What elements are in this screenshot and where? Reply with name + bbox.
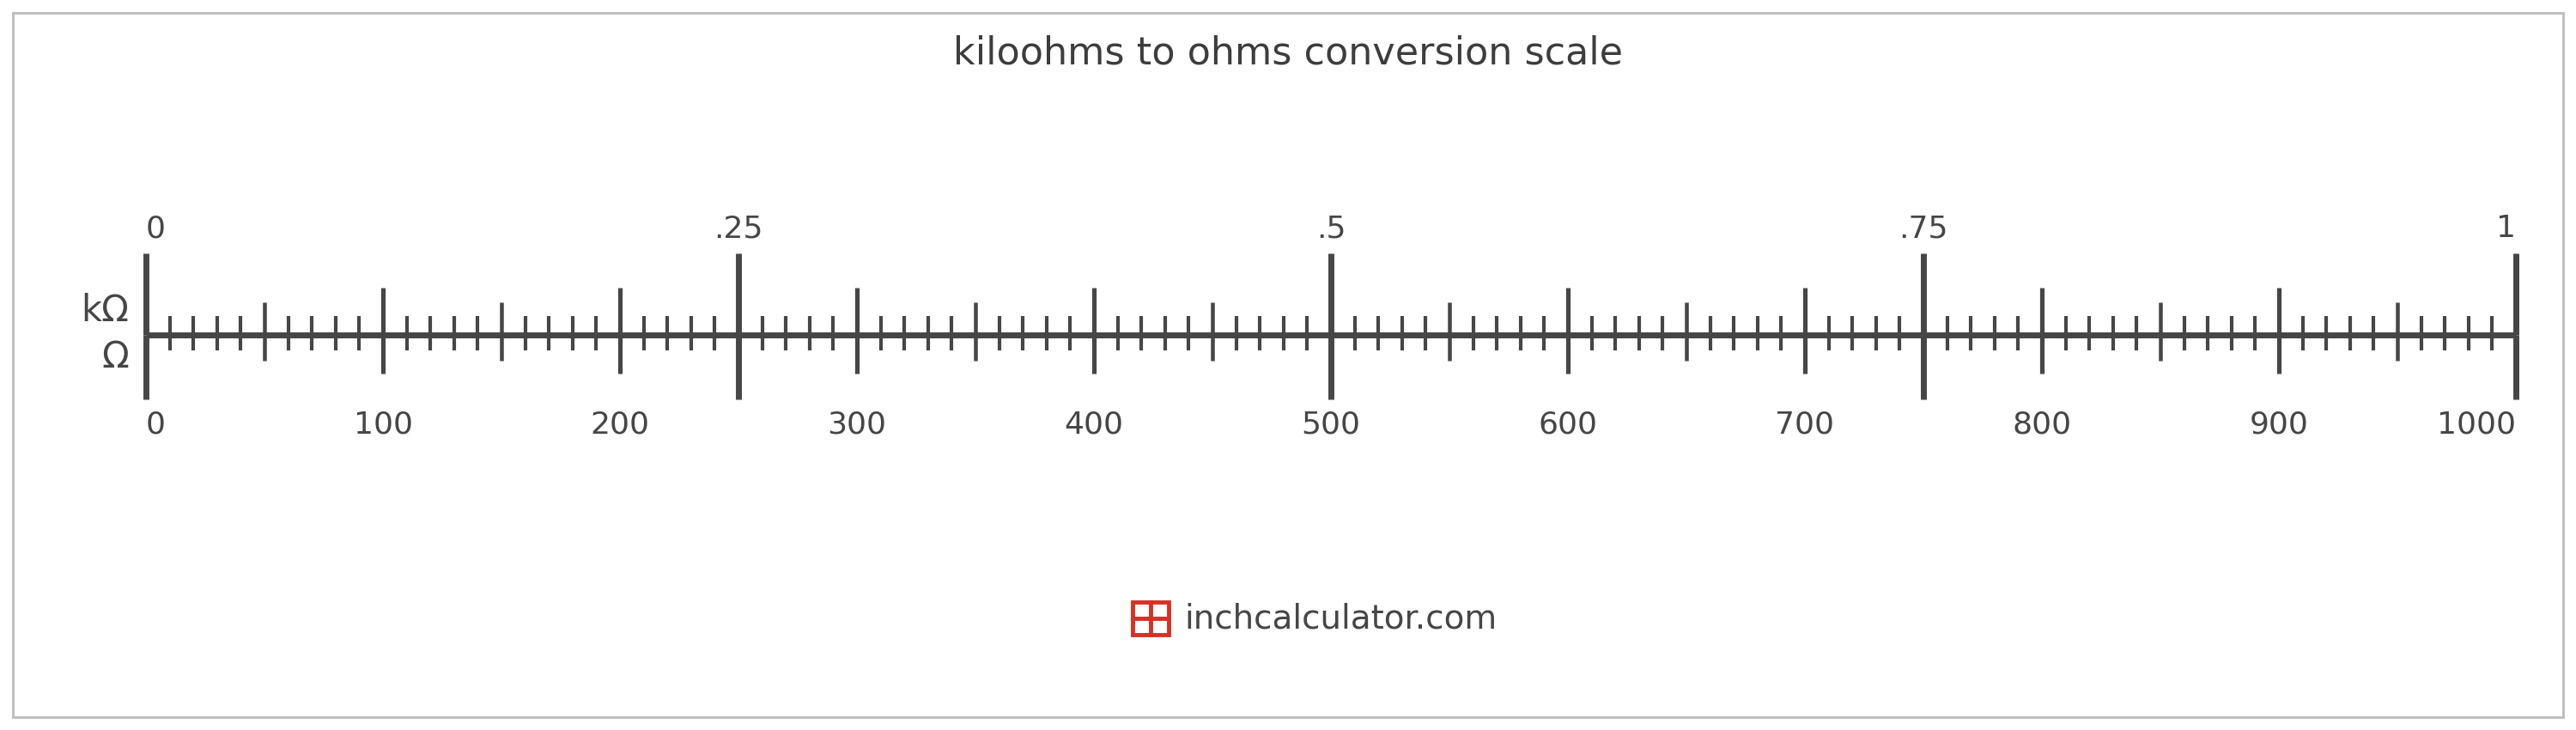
Text: .25: .25 bbox=[714, 214, 762, 243]
Text: 1: 1 bbox=[2496, 214, 2517, 243]
Text: 100: 100 bbox=[353, 410, 412, 439]
Text: 600: 600 bbox=[1538, 410, 1597, 439]
Text: kiloohms to ohms conversion scale: kiloohms to ohms conversion scale bbox=[953, 34, 1623, 72]
Bar bbox=[1133, 602, 1170, 634]
Text: .5: .5 bbox=[1316, 214, 1345, 243]
Text: 200: 200 bbox=[590, 410, 649, 439]
Text: kΩ: kΩ bbox=[80, 293, 129, 328]
Text: Ω: Ω bbox=[100, 339, 129, 375]
Text: 900: 900 bbox=[2249, 410, 2308, 439]
Text: inchcalculator.com: inchcalculator.com bbox=[1185, 602, 1497, 634]
Text: 300: 300 bbox=[827, 410, 886, 439]
Text: 700: 700 bbox=[1775, 410, 1834, 439]
Text: 1000: 1000 bbox=[2437, 410, 2517, 439]
Text: 0: 0 bbox=[147, 410, 165, 439]
Text: 0: 0 bbox=[147, 214, 165, 243]
Text: 500: 500 bbox=[1301, 410, 1360, 439]
Text: .75: .75 bbox=[1899, 214, 1947, 243]
Text: 400: 400 bbox=[1064, 410, 1123, 439]
Text: 800: 800 bbox=[2012, 410, 2071, 439]
